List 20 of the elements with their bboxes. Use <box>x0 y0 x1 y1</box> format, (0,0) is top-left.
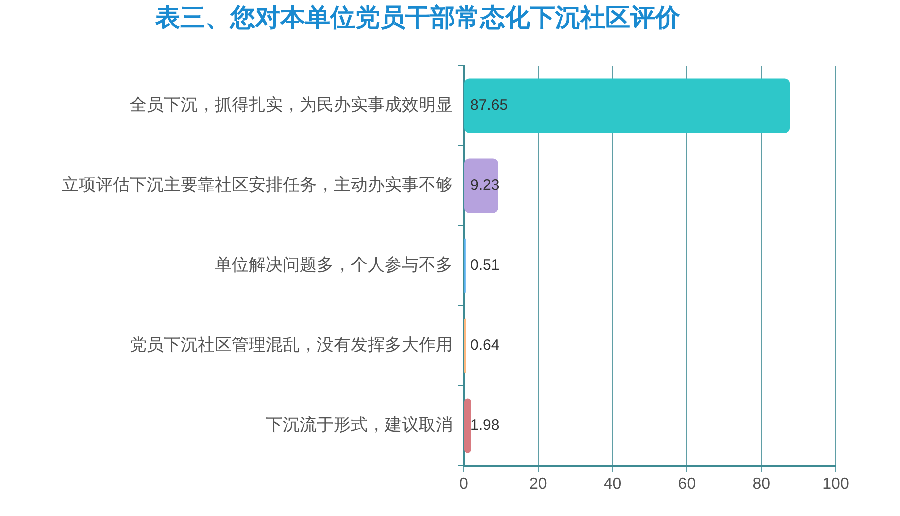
y-tick-label: 下沉流于形式，建议取消 <box>266 416 453 435</box>
bar <box>464 398 472 454</box>
chart-title: 表三、您对本单位党员干部常态化下沉社区评价 <box>154 4 682 32</box>
bar <box>464 158 498 214</box>
data-label: 87.65 <box>470 97 508 114</box>
data-label: 0.64 <box>470 337 500 354</box>
x-tick-label: 100 <box>822 476 850 494</box>
x-tick-label: 40 <box>604 476 622 494</box>
data-label: 0.51 <box>470 257 500 274</box>
y-tick-label: 单位解决问题多，个人参与不多 <box>215 256 453 275</box>
x-tick-label: 80 <box>752 476 771 494</box>
x-tick-label: 60 <box>678 476 696 494</box>
y-tick-label: 立项评估下沉主要靠社区安排任务，主动办实事不够 <box>62 176 453 195</box>
x-tick-label: 20 <box>530 476 548 494</box>
y-tick-label: 党员下沉社区管理混乱，没有发挥多大作用 <box>130 336 453 355</box>
data-label: 1.98 <box>470 417 500 434</box>
data-label: 9.23 <box>470 177 500 194</box>
x-tick-label: 0 <box>460 476 469 494</box>
y-tick-label: 全员下沉，抓得扎实，为民办实事成效明显 <box>130 96 453 115</box>
bar <box>464 78 790 134</box>
